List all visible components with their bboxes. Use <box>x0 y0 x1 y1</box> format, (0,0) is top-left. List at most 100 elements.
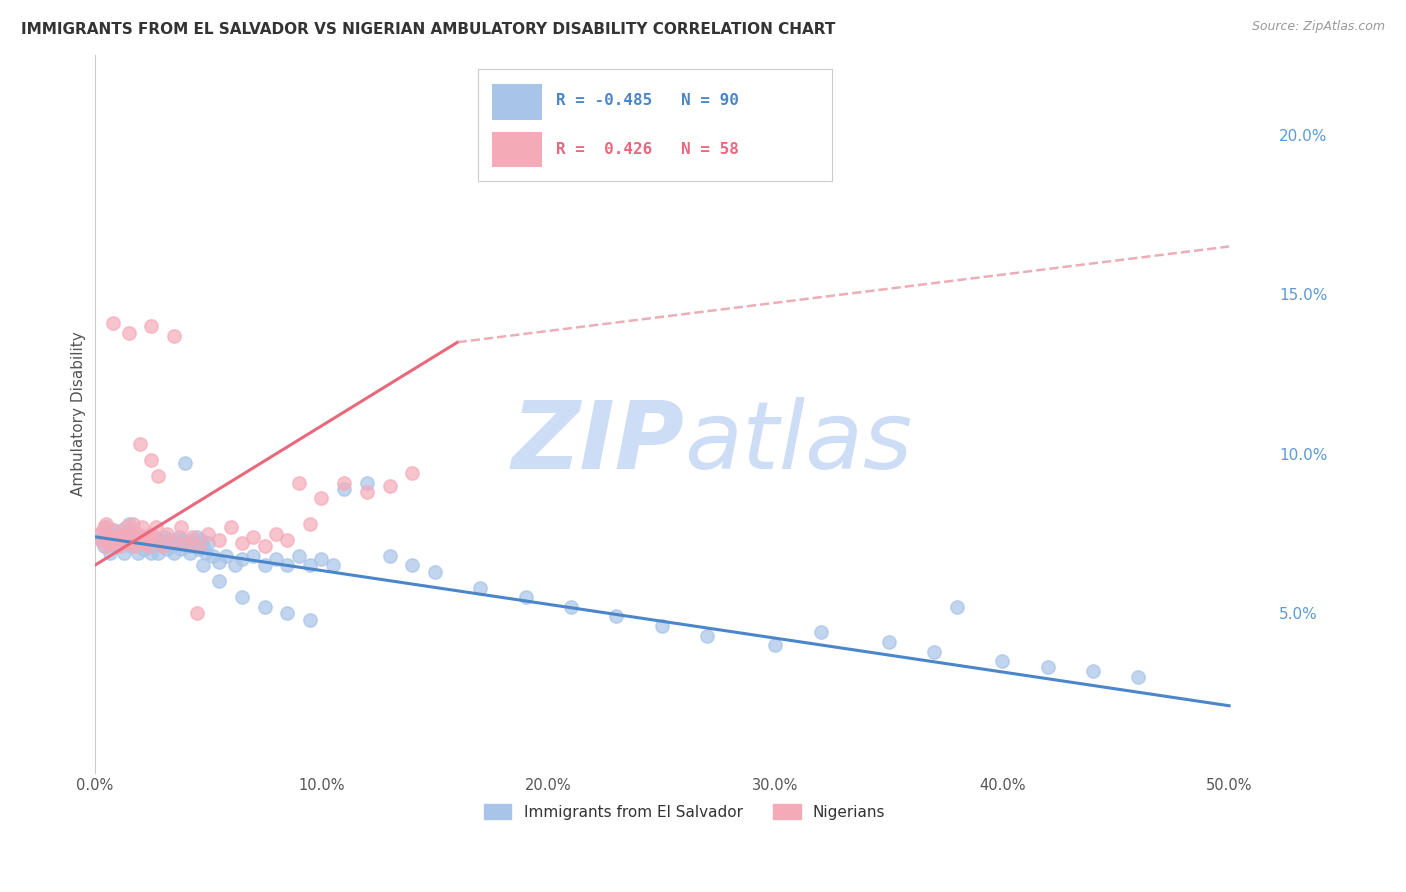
Point <box>87 526 110 541</box>
Point <box>97 530 120 544</box>
Point <box>156 526 179 541</box>
Point <box>145 536 167 550</box>
Point <box>142 533 165 547</box>
Point <box>104 533 127 547</box>
Point <box>163 328 186 343</box>
Point <box>231 536 253 550</box>
Point <box>423 565 446 579</box>
Point <box>197 526 219 541</box>
Point <box>101 524 124 538</box>
Point <box>138 539 160 553</box>
Point <box>215 549 238 563</box>
Point <box>174 536 197 550</box>
Point <box>105 539 128 553</box>
Point <box>197 536 219 550</box>
Point <box>145 520 167 534</box>
Point <box>160 539 183 553</box>
Point <box>156 542 179 557</box>
Point <box>311 491 333 506</box>
Point <box>181 533 204 547</box>
Point <box>152 539 174 553</box>
Point <box>264 552 287 566</box>
Point <box>186 607 208 621</box>
Point <box>122 526 145 541</box>
Point <box>356 475 378 490</box>
Point <box>135 533 157 547</box>
Point <box>122 516 145 531</box>
Point <box>105 530 128 544</box>
Point <box>94 539 117 553</box>
Point <box>141 546 163 560</box>
Text: ZIP: ZIP <box>512 397 685 489</box>
Point <box>104 530 127 544</box>
Point <box>276 558 298 573</box>
Point <box>651 619 673 633</box>
Point <box>401 558 423 573</box>
Point <box>181 530 204 544</box>
Point <box>378 479 401 493</box>
Point <box>718 112 741 126</box>
Point <box>129 437 152 451</box>
Point <box>188 542 211 557</box>
Point <box>242 549 264 563</box>
Point <box>208 555 231 569</box>
Point <box>696 629 718 643</box>
Point <box>253 558 276 573</box>
Point <box>127 526 149 541</box>
Point <box>93 539 115 553</box>
Point <box>94 530 117 544</box>
Point <box>170 542 193 557</box>
Point <box>117 536 139 550</box>
Point <box>311 552 333 566</box>
Point <box>134 542 156 557</box>
Point <box>131 530 153 544</box>
Point <box>299 516 322 531</box>
Point <box>299 613 322 627</box>
Point <box>193 558 215 573</box>
Point <box>115 530 138 544</box>
Point <box>190 533 212 547</box>
Point <box>124 533 146 547</box>
Point <box>141 319 163 334</box>
Point <box>1081 664 1104 678</box>
Point <box>124 539 146 553</box>
Point <box>179 546 201 560</box>
Point <box>299 558 322 573</box>
Point <box>138 539 160 553</box>
Point <box>810 625 832 640</box>
Point <box>90 533 112 547</box>
Text: Source: ZipAtlas.com: Source: ZipAtlas.com <box>1251 20 1385 33</box>
Point <box>356 485 378 500</box>
Point <box>117 516 139 531</box>
Point <box>176 539 198 553</box>
Point <box>94 516 117 531</box>
Point <box>94 520 117 534</box>
Point <box>100 536 122 550</box>
Point <box>322 558 344 573</box>
Point <box>163 533 186 547</box>
Point <box>1128 670 1150 684</box>
Point <box>112 546 135 560</box>
Point <box>288 475 311 490</box>
Point <box>111 524 134 538</box>
Point <box>188 539 211 553</box>
Point <box>231 591 253 605</box>
Point <box>134 536 156 550</box>
Point <box>172 533 194 547</box>
Point <box>276 607 298 621</box>
Point <box>253 539 276 553</box>
Point <box>470 581 492 595</box>
Point <box>264 526 287 541</box>
Point <box>605 609 627 624</box>
Point <box>165 536 187 550</box>
Point <box>922 644 945 658</box>
Text: IMMIGRANTS FROM EL SALVADOR VS NIGERIAN AMBULATORY DISABILITY CORRELATION CHART: IMMIGRANTS FROM EL SALVADOR VS NIGERIAN … <box>21 22 835 37</box>
Point <box>129 533 152 547</box>
Point <box>135 530 157 544</box>
Point <box>120 539 142 553</box>
Point <box>93 520 115 534</box>
Point <box>991 654 1014 668</box>
Point <box>101 524 124 538</box>
Point <box>120 530 142 544</box>
Point <box>333 482 356 496</box>
